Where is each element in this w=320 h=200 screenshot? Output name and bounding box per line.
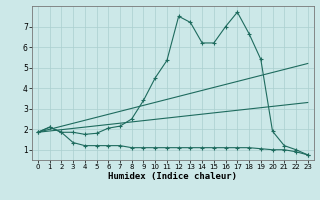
X-axis label: Humidex (Indice chaleur): Humidex (Indice chaleur) (108, 172, 237, 181)
